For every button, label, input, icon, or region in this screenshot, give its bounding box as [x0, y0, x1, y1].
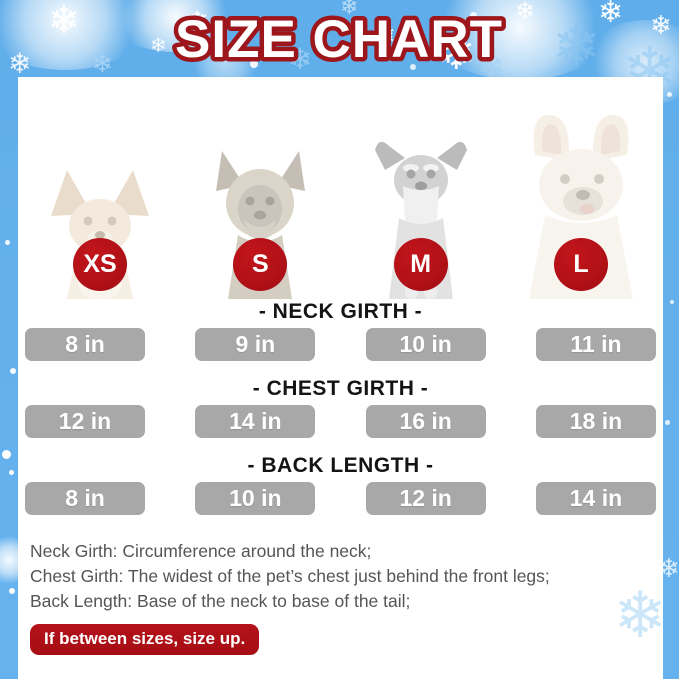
snowflake-icon: ❄	[186, 6, 209, 36]
snow-dot	[2, 450, 11, 459]
snowflake-icon: ❄	[8, 48, 32, 79]
size-badge-l: L	[553, 238, 608, 291]
snowflake-icon: ❄	[92, 50, 113, 78]
size-column-l: L	[505, 77, 657, 299]
section-heading-neck-girth: - NECK GIRTH -	[258, 300, 423, 323]
chest-girth-values-row: 12 in 14 in 16 in 18 in	[18, 405, 663, 438]
back-length-value-m: 12 in	[365, 482, 486, 515]
page-title: SIZE CHART	[0, 6, 679, 76]
size-badge-m: M	[393, 238, 448, 291]
sizing-advice-banner: If between sizes, size up.	[30, 624, 260, 655]
chest-girth-value-s: 14 in	[195, 405, 316, 438]
snowflake-icon: ❄	[288, 44, 313, 76]
section-heading-back-length: - BACK LENGTH -	[247, 454, 434, 477]
size-badge-s: S	[233, 238, 288, 291]
neck-girth-value-xs: 8 in	[25, 328, 145, 361]
back-length-values-row: 8 in 10 in 12 in 14 in	[18, 482, 663, 515]
snowflake-icon: ❄	[598, 0, 624, 29]
chest-girth-value-xs: 12 in	[25, 405, 145, 438]
size-badge-xs: XS	[73, 238, 127, 291]
neck-girth-values-row: 8 in 9 in 10 in 11 in	[18, 328, 663, 361]
dogs-row: XS S	[18, 77, 663, 299]
snowflake-icon: ❄	[150, 35, 167, 57]
back-length-value-s: 10 in	[195, 482, 316, 515]
snowflake-icon: ❄	[371, 20, 397, 53]
snow-dot	[5, 240, 10, 245]
snow-dot	[470, 12, 477, 19]
neck-girth-definition: Neck Girth: Circumference around the nec…	[30, 541, 372, 561]
snow-dot	[10, 368, 16, 374]
snow-dot	[667, 92, 672, 97]
neck-girth-value-m: 10 in	[365, 328, 486, 361]
snowflake-icon: ❄	[552, 14, 601, 79]
snow-dot	[9, 588, 15, 594]
snowflake-icon: ❄	[48, 0, 80, 42]
snow-dot	[665, 420, 670, 425]
snowflake-icon: ❄	[437, 27, 476, 79]
neck-girth-value-l: 11 in	[535, 328, 656, 361]
chest-girth-value-m: 16 in	[365, 405, 486, 438]
snowflake-icon: ❄	[478, 48, 505, 84]
back-length-definition: Back Length: Base of the neck to base of…	[30, 591, 411, 611]
snow-dot	[250, 60, 258, 68]
snowflake-icon: ❄	[658, 553, 679, 583]
content-panel: XS S	[18, 77, 667, 679]
snow-dot	[9, 470, 14, 475]
title-art: SIZE CHART	[171, 6, 507, 74]
size-column-s: S	[184, 77, 336, 299]
snow-dot	[670, 300, 674, 304]
chest-girth-definition: Chest Girth: The widest of the pet’s che…	[30, 566, 550, 586]
size-column-xs: XS	[24, 77, 176, 299]
snowflake-icon: ❄	[340, 0, 359, 19]
neck-girth-value-s: 9 in	[195, 328, 316, 361]
section-heading-chest-girth: - CHEST GIRTH -	[252, 377, 429, 400]
chest-girth-value-l: 18 in	[535, 405, 656, 438]
size-column-m: M	[345, 77, 497, 299]
measurement-definitions: Neck Girth: Circumference around the nec…	[30, 539, 663, 614]
snowflake-icon: ❄	[613, 579, 667, 651]
snow-dot	[410, 64, 416, 70]
back-length-value-xs: 8 in	[25, 482, 145, 515]
title-text: SIZE CHART	[175, 10, 503, 69]
snowflake-icon: ❄	[515, 0, 536, 25]
snowflake-icon: ❄	[650, 10, 672, 40]
back-length-value-l: 14 in	[535, 482, 656, 515]
